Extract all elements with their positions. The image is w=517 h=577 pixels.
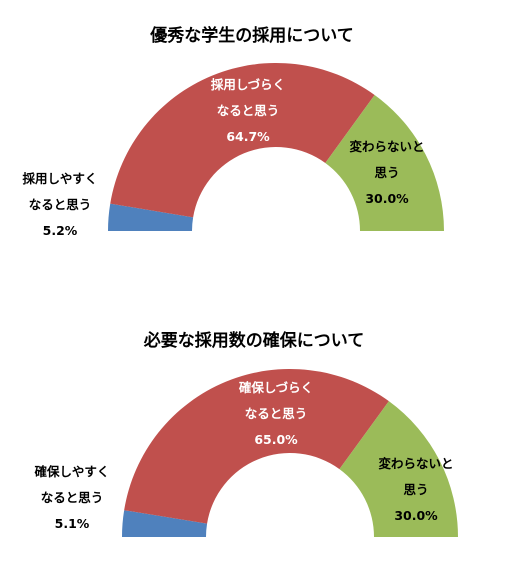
slice-category-label: なると思う <box>29 197 92 212</box>
slice-category-label: なると思う <box>245 406 308 421</box>
slice-value-label: 30.0% <box>394 508 438 523</box>
slice-value-label: 64.7% <box>226 129 270 144</box>
slice-2 <box>124 369 389 524</box>
slice-category-label: 採用しやすく <box>23 171 98 186</box>
chart-title: 優秀な学生の採用について <box>149 25 354 46</box>
slice-category-label: 思う <box>374 165 399 180</box>
slice-value-label: 65.0% <box>254 432 298 447</box>
slice-value-label: 30.0% <box>365 191 409 206</box>
slice-category-label: 変わらないと <box>349 139 424 154</box>
slice-category-label: 確保しやすく <box>35 464 110 479</box>
slice-3 <box>325 94 444 232</box>
slice-category-label: 思う <box>403 482 428 497</box>
slice-category-label: 変わらないと <box>378 456 453 471</box>
slice-2 <box>110 63 375 218</box>
slice-value-label: 5.2% <box>43 223 78 238</box>
slice-category-label: 採用しづらく <box>211 77 285 92</box>
slice-1 <box>108 203 194 231</box>
slice-category-label: なると思う <box>41 490 104 505</box>
semicircle-chart-2: 必要な採用数の確保について確保しやすくなると思う5.1%確保しづらくなると思う6… <box>35 330 458 537</box>
slice-value-label: 5.1% <box>55 516 90 531</box>
slice-category-label: なると思う <box>217 103 280 118</box>
slice-3 <box>339 401 458 537</box>
slice-category-label: 確保しづらく <box>239 380 313 395</box>
slice-1 <box>122 510 208 537</box>
chart-title: 必要な採用数の確保について <box>143 330 365 351</box>
semicircle-chart-1: 優秀な学生の採用について採用しやすくなると思う5.2%採用しづらくなると思う64… <box>23 25 444 238</box>
